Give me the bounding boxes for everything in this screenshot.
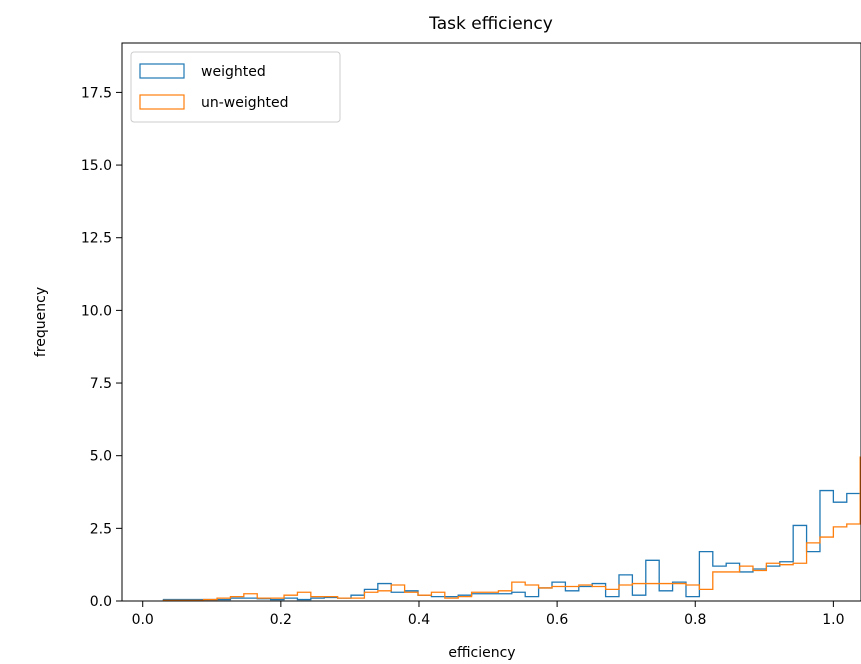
chart-title: Task efficiency [428,14,553,34]
y-axis-ticks: 0.0 2.5 5.0 7.5 10.0 12.5 15.0 17.5 [81,85,122,610]
y-tick-label: 10.0 [81,303,112,319]
y-tick-label: 17.5 [81,85,112,101]
y-tick-label: 0.0 [90,594,112,610]
x-tick-label: 0.4 [408,612,430,628]
series-weighted-step-line [162,489,861,601]
series-un-weighted-step-line [162,456,861,602]
legend-box [130,51,341,123]
y-tick-label: 15.0 [81,158,112,174]
y-tick-label: 12.5 [81,231,112,247]
x-axis-ticks: 0.0 0.2 0.4 0.6 0.8 1.0 [132,601,845,628]
legend-swatch-un-weighted [139,94,185,110]
legend-swatch-weighted [139,63,185,79]
series-layer [162,456,861,602]
y-tick-label: 2.5 [90,521,112,537]
legend: weighted un-weighted [130,51,341,123]
axes-frame [121,42,861,602]
legend-label-weighted: weighted [201,64,266,80]
x-tick-label: 1.0 [822,612,844,628]
y-axis-label: frequency [33,287,49,357]
y-tick-label: 7.5 [90,376,112,392]
x-tick-label: 0.6 [546,612,568,628]
x-axis-label: efficiency [448,645,515,661]
x-tick-label: 0.8 [684,612,706,628]
legend-label-un-weighted: un-weighted [201,95,289,111]
x-tick-label: 0.2 [270,612,292,628]
y-tick-label: 5.0 [90,449,112,465]
x-tick-label: 0.0 [132,612,154,628]
